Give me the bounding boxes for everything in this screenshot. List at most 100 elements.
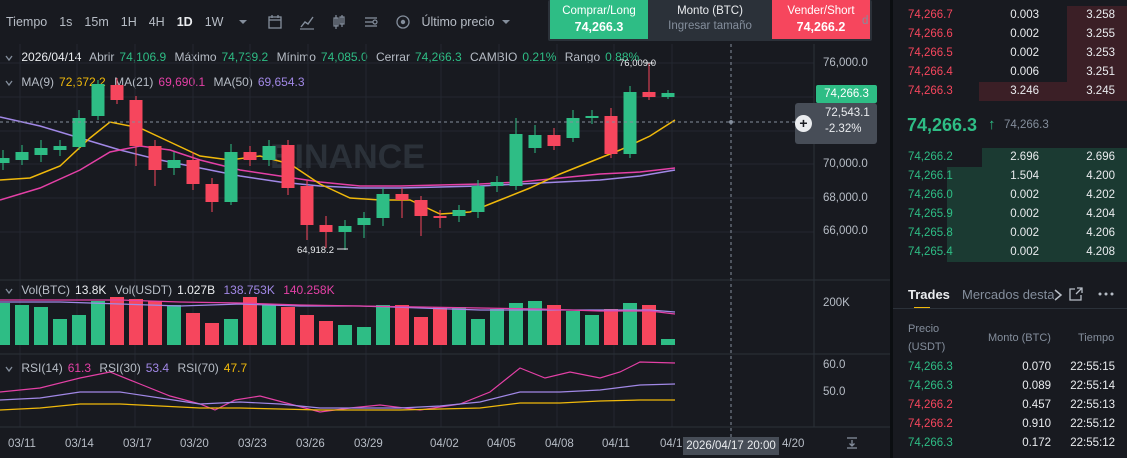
trade-time: 22:55:12: [1070, 437, 1115, 449]
last-price-tag: 74,266.3: [816, 85, 877, 103]
volume-axis-label: 200K: [823, 297, 850, 309]
collapse-chevron-icon[interactable]: [4, 53, 14, 63]
watermark: BINANCE: [270, 138, 425, 176]
interval-1s[interactable]: 1s: [59, 15, 73, 29]
price-source-dropdown[interactable]: Último precio: [421, 15, 495, 29]
interval-1h[interactable]: 1H: [120, 15, 137, 29]
candle-body: [528, 135, 542, 148]
volume-bar: [262, 305, 276, 345]
chart-area[interactable]: Tiempo 1s 15m 1H 4H 1D 1W Último precio …: [0, 0, 890, 458]
ask-amount: 0.002: [1010, 47, 1039, 59]
bid-depth-bar: [947, 224, 1127, 243]
time-axis-label: 04/11: [602, 438, 630, 450]
ask-row[interactable]: 74,266.7 0.003 3.258: [893, 6, 1127, 25]
rsi-axis-label: 50.0: [823, 386, 846, 398]
bid-depth-bar: [947, 167, 1127, 186]
interval-1d[interactable]: 1D: [176, 15, 193, 29]
expand-icon[interactable]: [1069, 287, 1083, 301]
price-axis-label: 76,000.0: [823, 57, 868, 69]
rsi30-value: 53.4: [145, 361, 170, 375]
ask-row[interactable]: 74,266.5 0.002 3.253: [893, 44, 1127, 63]
price-source-chevron-icon[interactable]: [498, 14, 514, 30]
bid-row[interactable]: 74,265.8 0.002 4.206: [893, 224, 1127, 243]
bid-row[interactable]: 74,266.1 1.504 4.200: [893, 167, 1127, 186]
buy-long-button[interactable]: Comprar/Long 74,266.3: [550, 0, 648, 39]
ask-row[interactable]: 74,266.4 0.006 3.251: [893, 63, 1127, 82]
bid-total: 4.202: [1086, 189, 1115, 201]
moving-average-lines: [0, 116, 676, 215]
ask-amount: 3.246: [1010, 85, 1039, 97]
open-value: 74,106.9: [119, 50, 167, 64]
volume-bar: [110, 297, 124, 345]
low-annotation-label: 64,918.2: [297, 245, 334, 256]
time-mode-label[interactable]: Tiempo: [6, 15, 48, 29]
rsi14-value: 61.3: [67, 361, 92, 375]
crosshair-price: 72,543.1: [825, 107, 870, 119]
more-options-icon[interactable]: [1098, 292, 1114, 296]
candle-body: [34, 148, 48, 155]
add-order-plus-icon[interactable]: +: [795, 115, 812, 132]
tab-scroll-right-icon[interactable]: [1053, 289, 1063, 301]
calendar-icon[interactable]: [267, 14, 283, 30]
bid-row[interactable]: 74,266.2 2.696 2.696: [893, 148, 1127, 167]
rsi-lines: [0, 361, 676, 413]
candle-body: [15, 152, 29, 160]
ma50-value: 69,654.3: [257, 75, 305, 89]
volume-bar: [167, 305, 181, 345]
tab-trades[interactable]: Trades: [908, 287, 950, 302]
volume-bar: [528, 301, 542, 345]
tab-markets[interactable]: Mercados desta: [962, 287, 1054, 302]
ma-collapse-chevron-icon[interactable]: [4, 78, 14, 88]
volume-bar: [319, 321, 333, 345]
crosshair-percent: -2.32%: [825, 123, 862, 135]
interval-4h[interactable]: 4H: [148, 15, 165, 29]
mid-price: 74,266.3: [907, 115, 978, 135]
rsi70-value: 47.7: [223, 361, 248, 375]
volume-bar: [604, 309, 618, 345]
crosshair-time-tag: 2026/04/17 20:00: [683, 437, 779, 455]
interval-15m[interactable]: 15m: [84, 15, 109, 29]
candle-body: [395, 194, 409, 200]
volume-bar: [642, 305, 656, 345]
vol-ma1-value: 138.753K: [223, 283, 275, 297]
ask-row[interactable]: 74,266.3 3.246 3.245: [893, 82, 1127, 101]
trades-tabs: Trades Mercados desta: [893, 283, 1127, 309]
bid-row[interactable]: 74,265.4 0.002 4.208: [893, 243, 1127, 262]
volume-bar: [34, 307, 48, 345]
volume-bar: [91, 301, 105, 345]
candle-body: [642, 92, 656, 97]
trade-price: 74,266.2: [908, 399, 953, 411]
candlesticks: [0, 63, 675, 250]
candle-body: [490, 182, 504, 186]
ma21-line: [0, 145, 676, 201]
bid-price: 74,266.2: [908, 151, 953, 163]
interval-1w[interactable]: 1W: [204, 15, 224, 29]
ma50-line: [0, 116, 676, 189]
bid-row[interactable]: 74,266.0 0.002 4.202: [893, 186, 1127, 205]
ask-depth-bar: [1067, 6, 1127, 25]
rsi-collapse-chevron-icon[interactable]: [4, 364, 14, 374]
quick-order-widget: Comprar/Long 74,266.3 Monto (BTC) Vender…: [548, 0, 872, 41]
indicators-icon[interactable]: [299, 14, 315, 30]
trade-amount: 0.089: [1022, 380, 1051, 392]
ask-row[interactable]: 74,266.6 0.002 3.255: [893, 25, 1127, 44]
low-label: Mínimo: [276, 50, 316, 64]
drawing-tools-icon[interactable]: [363, 14, 379, 30]
candle-body: [262, 146, 276, 160]
sell-short-button[interactable]: Vender/Short 74,266.2: [772, 0, 870, 39]
volume-collapse-chevron-icon[interactable]: [4, 286, 14, 296]
high-value: 74,739.2: [221, 50, 269, 64]
volume-bar: [15, 305, 29, 345]
amount-input[interactable]: [649, 19, 771, 33]
time-axis-label: 03/11: [8, 438, 36, 450]
volume-bar: [433, 307, 447, 345]
replay-icon[interactable]: [395, 14, 411, 30]
auto-scale-icon[interactable]: [845, 436, 859, 450]
time-axis-label: 03/17: [123, 438, 152, 450]
interval-dropdown-icon[interactable]: [235, 14, 251, 30]
ask-total: 3.251: [1086, 66, 1115, 78]
candle-type-icon[interactable]: [331, 14, 347, 30]
chart-canvas[interactable]: BINANCE 76,009.0 64,918.2: [0, 0, 890, 458]
rsi30-label: RSI(30): [99, 361, 141, 375]
bid-row[interactable]: 74,265.9 0.002 4.204: [893, 205, 1127, 224]
